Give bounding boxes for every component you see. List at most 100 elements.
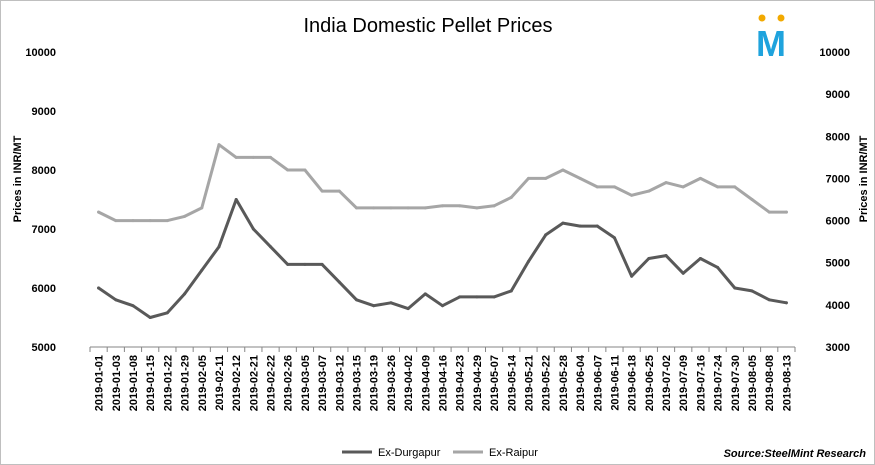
data-point-ex-raipur <box>286 168 290 172</box>
x-tick-label: 2019-06-07 <box>592 355 604 411</box>
x-tick-label: 2019-04-09 <box>420 355 432 411</box>
series-layer <box>97 143 788 319</box>
data-point-ex-durgapur <box>200 268 204 272</box>
data-point-ex-durgapur <box>441 304 444 308</box>
data-point-ex-raipur <box>475 206 479 210</box>
data-point-ex-durgapur <box>217 245 221 249</box>
data-point-ex-durgapur <box>612 236 616 240</box>
data-point-ex-durgapur <box>286 262 290 266</box>
data-point-ex-raipur <box>355 206 359 210</box>
data-point-ex-durgapur <box>509 289 513 293</box>
x-axis-ticks: 2019-01-01 2019-01-03 2019-01-08 2019-01-15… <box>89 347 796 411</box>
data-point-ex-durgapur <box>544 233 548 237</box>
x-tick-label: 2019-08-13 <box>781 355 793 411</box>
data-point-ex-durgapur <box>97 286 101 290</box>
data-point-ex-raipur <box>423 206 427 210</box>
x-tick-label: 2019-02-05 <box>197 355 209 411</box>
y-right-tick-label: 10000 <box>819 47 850 59</box>
x-tick-label: 2019-02-12 <box>231 355 243 411</box>
x-tick-label: 2019-05-21 <box>523 355 535 411</box>
legend: Ex-Durgapur Ex-Raipur <box>342 447 538 459</box>
x-tick-label: 2019-01-01 <box>94 355 106 411</box>
logo-letter: M <box>756 23 786 64</box>
data-point-ex-durgapur <box>165 311 169 315</box>
data-point-ex-raipur <box>561 168 565 172</box>
x-tick-label: 2019-04-29 <box>472 355 484 411</box>
y-axis-right-label: Prices in INR/MT <box>858 135 870 222</box>
data-point-ex-raipur <box>698 176 702 180</box>
y-axis-left-label: Prices in INR/MT <box>12 135 24 222</box>
x-tick-label: 2019-06-25 <box>644 355 656 411</box>
data-point-ex-raipur <box>372 206 376 210</box>
data-point-ex-raipur <box>269 155 273 159</box>
source-note: Source:SteelMint Research <box>724 448 867 460</box>
data-point-ex-raipur <box>492 204 496 208</box>
y-left-tick-label: 8000 <box>32 165 56 177</box>
data-point-ex-raipur <box>165 219 169 223</box>
data-point-ex-raipur <box>750 198 754 201</box>
data-point-ex-raipur <box>595 185 599 189</box>
data-point-ex-durgapur <box>733 286 737 290</box>
data-point-ex-durgapur <box>578 224 582 228</box>
data-point-ex-raipur <box>647 189 651 193</box>
x-tick-label: 2019-07-30 <box>730 355 742 411</box>
y-left-tick-label: 6000 <box>32 283 56 295</box>
x-tick-label: 2019-04-23 <box>455 355 467 411</box>
data-point-ex-raipur <box>406 206 410 210</box>
data-point-ex-durgapur <box>114 298 118 302</box>
data-point-ex-durgapur <box>767 298 771 302</box>
series-line-ex-durgapur <box>97 198 788 319</box>
x-tick-label: 2019-05-14 <box>506 354 518 411</box>
logo-dot-right <box>777 14 785 22</box>
data-point-ex-raipur <box>716 185 720 189</box>
x-tick-label: 2019-06-11 <box>609 355 621 411</box>
data-point-ex-durgapur <box>784 301 788 305</box>
data-point-ex-durgapur <box>458 295 462 299</box>
data-point-ex-durgapur <box>183 292 187 296</box>
data-point-ex-durgapur <box>526 259 530 263</box>
x-tick-label: 2019-03-12 <box>334 355 346 411</box>
x-tick-label: 2019-02-22 <box>266 355 278 411</box>
y-axis-right-ticks: 3000 4000 5000 6000 7000 8000 9000 10000 <box>819 47 850 354</box>
data-point-ex-durgapur <box>561 221 565 225</box>
x-tick-label: 2019-01-15 <box>145 355 157 411</box>
logo: M <box>756 14 786 64</box>
data-point-ex-raipur <box>578 176 582 180</box>
data-point-ex-durgapur <box>630 274 634 278</box>
data-point-ex-raipur <box>97 210 101 214</box>
data-point-ex-durgapur <box>234 198 238 201</box>
x-tick-label: 2019-03-07 <box>317 355 329 411</box>
data-point-ex-durgapur <box>337 280 341 284</box>
data-point-ex-raipur <box>630 193 634 197</box>
y-right-tick-label: 9000 <box>826 89 850 101</box>
data-point-ex-raipur <box>337 189 341 193</box>
data-point-ex-raipur <box>200 206 204 210</box>
x-tick-label: 2019-05-07 <box>489 355 501 411</box>
x-tick-label: 2019-03-15 <box>352 355 364 411</box>
data-point-ex-raipur <box>784 210 788 214</box>
y-left-tick-label: 5000 <box>32 342 56 354</box>
y-right-tick-label: 7000 <box>826 173 850 185</box>
x-tick-label: 2019-06-04 <box>575 354 587 411</box>
y-left-tick-label: 10000 <box>25 47 56 59</box>
data-point-ex-durgapur <box>355 298 359 302</box>
y-right-tick-label: 6000 <box>826 216 850 228</box>
x-tick-label: 2019-04-02 <box>403 355 415 411</box>
data-point-ex-raipur <box>681 185 685 189</box>
data-point-ex-raipur <box>441 204 444 208</box>
data-point-ex-raipur <box>458 204 462 208</box>
x-tick-label: 2019-08-05 <box>747 355 759 411</box>
y-right-tick-label: 4000 <box>826 300 850 312</box>
x-tick-label: 2019-02-11 <box>214 355 226 411</box>
data-point-ex-raipur <box>320 189 324 193</box>
x-tick-label: 2019-01-03 <box>111 355 123 411</box>
data-point-ex-durgapur <box>750 289 754 293</box>
x-tick-label: 2019-07-09 <box>678 355 690 411</box>
data-point-ex-durgapur <box>492 295 496 299</box>
data-point-ex-raipur <box>251 155 255 159</box>
data-point-ex-raipur <box>131 219 135 223</box>
legend-label-durgapur: Ex-Durgapur <box>378 447 441 459</box>
x-tick-label: 2019-05-22 <box>541 355 553 411</box>
